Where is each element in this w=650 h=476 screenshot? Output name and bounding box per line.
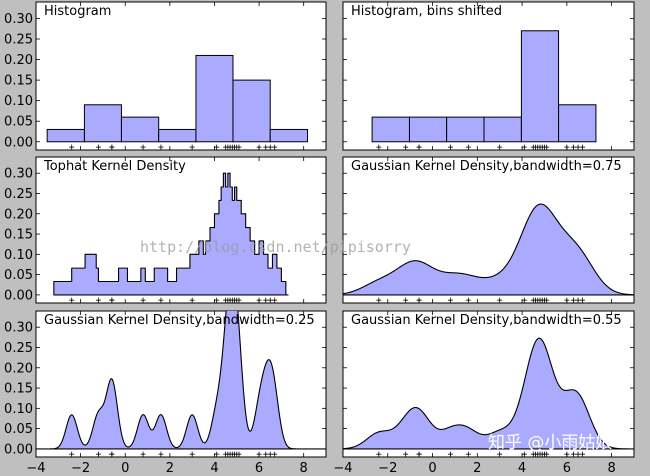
plot-frame: [35, 1, 327, 151]
histogram-bar: [46, 128, 85, 143]
y-tick-label: 0.05: [4, 268, 33, 283]
plot-area: [343, 337, 634, 457]
panel-title: Tophat Kernel Density: [43, 159, 186, 174]
y-tick-label: 0.00: [4, 442, 33, 457]
y-tick-label: 0.25: [4, 341, 33, 356]
panel-p1: 0.00 0.05 0.10 0.15 0.20 0.25 0.30 Histogram: [4, 1, 327, 151]
watermark-credit: 知乎 @小雨姑娘: [488, 433, 612, 453]
x-tick-label: 0: [428, 461, 436, 476]
x-tick-label: 6: [563, 461, 571, 476]
plot-area: [36, 311, 326, 457]
y-tick-label: 0.25: [4, 187, 33, 202]
density-curve: [53, 172, 289, 296]
x-tick-label: 4: [518, 461, 526, 476]
panel-p5: 0.00 0.05 0.10 0.15 0.20 0.25 0.30 −4 −2 0 2 4 6 8 Gau…: [4, 310, 327, 476]
y-tick-label: 0.20: [4, 207, 33, 222]
histogram-bar: [120, 116, 160, 143]
y-tick-label: 0.20: [4, 361, 33, 376]
y-tick-label: 0.30: [4, 12, 33, 27]
y-tick-label: 0.25: [4, 33, 33, 48]
histogram-bar: [371, 116, 410, 143]
panel-title: Gaussian Kernel Density,bandwidth=0.55: [351, 313, 622, 328]
x-tick-label: 8: [300, 461, 308, 476]
histogram-bar: [232, 79, 271, 143]
density-curve: [343, 203, 634, 296]
watermark-url: http://blog.csdn.net/pipisorry: [140, 238, 411, 256]
histogram-bar: [269, 128, 308, 143]
x-tick-label: −4: [333, 461, 352, 476]
panel-p3: 0.00 0.05 0.10 0.15 0.20 0.25 0.30 Tophat Kerne…: [4, 156, 327, 304]
y-tick-label: 0.30: [4, 321, 33, 336]
plot-area: [371, 30, 597, 150]
panel-title: Histogram, bins shifted: [351, 4, 502, 19]
y-tick-label: 0.15: [4, 228, 33, 243]
plot-area: [46, 54, 308, 150]
panel-title: Gaussian Kernel Density,bandwidth=0.25: [44, 313, 315, 328]
y-tick-label: 0.15: [4, 382, 33, 397]
histogram-bar: [446, 116, 485, 143]
x-tick-label: −4: [26, 461, 45, 476]
histogram-bar: [483, 116, 522, 143]
x-tick-label: 8: [607, 461, 615, 476]
histogram-bar: [558, 104, 597, 143]
y-tick-label: 0.10: [4, 248, 33, 263]
histogram-bar: [195, 54, 234, 143]
y-tick-label: 0.10: [4, 402, 33, 417]
histogram-bar: [408, 116, 448, 143]
y-tick-label: 0.00: [4, 288, 33, 303]
density-curve: [36, 311, 326, 450]
x-tick-label: −2: [378, 461, 397, 476]
y-tick-label: 0.00: [4, 135, 33, 150]
y-tick-label: 0.05: [4, 422, 33, 437]
panel-title: Gaussian Kernel Density,bandwidth=0.75: [351, 159, 622, 174]
x-tick-label: 6: [255, 461, 263, 476]
histogram-bar: [83, 104, 122, 143]
plot-area: [343, 203, 634, 303]
panel-p4: Gaussian Kernel Density,bandwidth=0.75: [342, 156, 635, 304]
y-tick-label: 0.30: [4, 167, 33, 182]
x-tick-label: 2: [166, 461, 174, 476]
y-tick-label: 0.10: [4, 94, 33, 109]
y-tick-label: 0.15: [4, 74, 33, 89]
histogram-bar: [520, 30, 560, 143]
x-tick-label: −2: [71, 461, 90, 476]
x-tick-label: 0: [121, 461, 129, 476]
panel-title: Histogram: [44, 4, 111, 19]
x-tick-label: 2: [473, 461, 481, 476]
y-tick-label: 0.05: [4, 115, 33, 130]
x-tick-label: 4: [210, 461, 218, 476]
density-curve: [343, 337, 634, 450]
panel-p2: Histogram, bins shifted: [342, 1, 635, 151]
histogram-bar: [158, 128, 197, 143]
y-tick-label: 0.20: [4, 53, 33, 68]
panel-p6: −4 −2 0 2 4 6 8 Gaussian Kernel Density,bandwid…: [333, 310, 635, 476]
plot-area: [53, 172, 289, 303]
